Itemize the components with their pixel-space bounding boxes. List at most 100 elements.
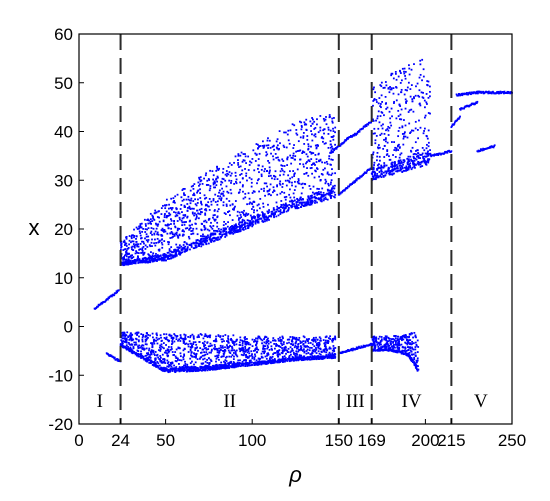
data-point xyxy=(331,355,334,358)
data-point xyxy=(267,137,269,140)
data-point xyxy=(174,254,177,257)
data-point xyxy=(390,72,393,75)
data-point xyxy=(294,155,297,158)
data-point xyxy=(293,203,295,206)
data-point xyxy=(184,334,187,337)
data-point xyxy=(314,338,316,341)
data-point xyxy=(175,368,178,370)
data-point xyxy=(141,247,144,250)
data-point xyxy=(324,178,327,181)
data-point xyxy=(180,219,183,222)
data-point xyxy=(418,102,421,105)
data-point xyxy=(138,227,140,230)
data-point xyxy=(166,223,169,226)
data-point xyxy=(382,171,385,174)
data-point xyxy=(220,192,223,195)
data-point xyxy=(230,192,233,195)
data-point xyxy=(229,226,231,229)
data-point xyxy=(187,195,190,198)
data-point xyxy=(241,364,243,367)
data-point xyxy=(130,257,133,260)
data-point xyxy=(401,67,404,70)
data-point xyxy=(216,221,219,224)
data-point xyxy=(155,227,158,230)
data-point xyxy=(254,152,257,155)
data-point xyxy=(302,335,305,338)
data-point xyxy=(374,177,377,179)
data-point xyxy=(108,355,111,357)
data-point xyxy=(277,337,280,340)
data-point xyxy=(403,166,406,169)
data-point xyxy=(261,350,264,353)
data-point xyxy=(247,219,250,222)
data-point xyxy=(294,352,297,355)
data-point xyxy=(261,165,264,168)
data-point xyxy=(334,336,337,339)
data-point xyxy=(145,358,147,361)
data-point xyxy=(283,346,286,349)
data-point xyxy=(256,209,259,212)
data-point xyxy=(284,198,287,201)
data-point xyxy=(386,153,389,155)
data-point xyxy=(223,351,226,354)
data-point xyxy=(168,241,170,244)
data-point xyxy=(305,129,308,132)
data-point xyxy=(258,363,261,366)
data-point xyxy=(423,149,426,152)
data-point xyxy=(210,233,213,236)
data-point xyxy=(377,147,380,150)
data-point xyxy=(220,361,223,364)
data-point xyxy=(176,246,179,249)
data-point xyxy=(132,256,135,258)
data-point xyxy=(116,359,119,362)
data-point xyxy=(427,129,430,132)
data-point xyxy=(227,231,230,234)
data-point xyxy=(384,102,387,105)
data-point xyxy=(147,334,150,336)
data-point xyxy=(239,365,242,368)
data-point xyxy=(223,360,225,363)
data-point xyxy=(227,173,230,176)
data-point xyxy=(186,207,189,209)
data-point xyxy=(172,197,175,200)
data-point xyxy=(327,126,330,129)
data-point xyxy=(139,242,142,245)
data-point xyxy=(395,86,397,88)
data-point xyxy=(211,239,214,242)
data-point xyxy=(155,366,158,368)
data-point xyxy=(409,164,411,167)
data-point xyxy=(332,190,334,193)
data-point xyxy=(420,91,423,94)
data-point xyxy=(165,344,167,346)
data-point xyxy=(296,197,298,200)
data-point xyxy=(191,344,193,347)
data-point xyxy=(211,348,213,351)
data-point xyxy=(213,348,216,351)
data-point xyxy=(148,257,151,260)
data-point xyxy=(310,195,313,198)
data-point xyxy=(204,364,207,367)
data-point xyxy=(134,252,137,255)
data-point xyxy=(116,291,119,294)
data-point xyxy=(283,204,286,207)
data-point xyxy=(167,354,170,357)
data-point xyxy=(423,130,425,132)
data-point xyxy=(225,230,228,233)
data-point xyxy=(239,154,242,157)
data-point xyxy=(190,185,193,188)
data-point xyxy=(269,183,272,186)
data-point xyxy=(314,202,316,204)
data-point xyxy=(373,127,376,130)
data-point xyxy=(393,161,396,163)
data-point xyxy=(202,237,204,240)
data-point xyxy=(282,173,285,176)
data-point xyxy=(174,195,177,198)
data-point xyxy=(196,242,199,245)
data-point xyxy=(182,216,185,219)
data-point xyxy=(176,229,179,232)
data-point xyxy=(380,106,382,109)
data-point xyxy=(270,194,272,197)
data-point xyxy=(187,343,190,346)
data-point xyxy=(155,242,158,244)
data-point xyxy=(159,368,162,371)
